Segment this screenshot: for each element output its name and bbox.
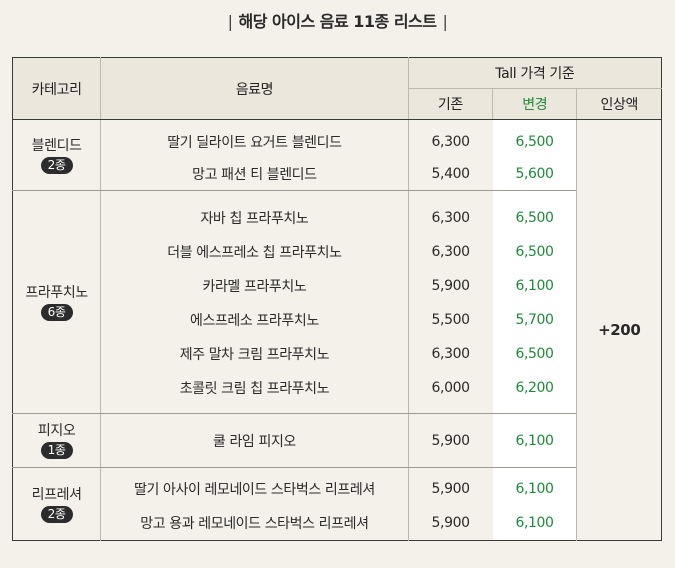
price-new: 5,600 (492, 158, 577, 191)
category-label: 블렌디드 (31, 137, 82, 154)
drink-name: 딸기 딜라이트 요거트 블렌디드 (100, 119, 409, 158)
price-base: 5,900 (431, 515, 470, 531)
table-row: 카라멜 프라푸치노 5,900 6,100 (13, 269, 662, 303)
category-cell: 프라푸치노 6종 (12, 190, 102, 414)
title-text: 해당 아이스 음료 11종 리스트 (238, 12, 437, 31)
price-new: 6,500 (492, 119, 577, 158)
price-table: 카테고리 음료명 Tall 가격 기준 기존 변경 인상액 블렌디드 2종 딸기… (12, 57, 662, 541)
drink-name: 딸기 아사이 레모네이드 스타벅스 리프레셔 (100, 467, 409, 506)
drink-name: 제주 말차 크림 프라푸치노 (100, 337, 409, 371)
price-base: 6,300 (431, 346, 470, 362)
count-badge: 1종 (40, 442, 73, 459)
price-base: 5,900 (408, 413, 493, 468)
price-new: 6,100 (492, 269, 577, 303)
drink-name: 카라멜 프라푸치노 (100, 269, 409, 303)
price-base: 6,300 (431, 210, 470, 226)
table-row: 에스프레소 프라푸치노 5,500 5,700 (13, 303, 662, 337)
price-new: 5,700 (492, 303, 577, 337)
price-base: 6,300 (431, 244, 470, 260)
price-new: 6,100 (492, 506, 577, 541)
category-label: 프라푸치노 (25, 284, 88, 301)
price-base: 6,300 (431, 134, 470, 150)
count-badge: 6종 (40, 303, 73, 321)
price-base: 5,400 (408, 158, 493, 191)
category-cell: 피지오 1종 (12, 413, 102, 468)
category-cell: 리프레셔 2종 (12, 467, 102, 541)
table-row: 블렌디드 2종 딸기 딜라이트 요거트 블렌디드 6,300 6,500 +20… (12, 119, 662, 541)
title-divider-left: | (227, 12, 233, 31)
header-base: 기존 (408, 88, 494, 120)
count-badge: 2종 (40, 505, 73, 523)
drink-name: 더블 에스프레소 칩 프라푸치노 (100, 235, 409, 269)
category-cell: 블렌디드 2종 (12, 119, 102, 191)
price-new: 6,100 (492, 467, 577, 506)
table-row: 망고 용과 레모네이드 스타벅스 리프레셔 5,900 6,100 (13, 506, 662, 541)
header-name: 음료명 (100, 57, 409, 120)
table-header: 카테고리 음료명 Tall 가격 기준 기존 변경 인상액 (12, 57, 662, 120)
price-new: 6,200 (492, 371, 577, 414)
header-category: 카테고리 (12, 57, 102, 120)
table-row: 더블 에스프레소 칩 프라푸치노 6,300 6,500 (13, 235, 662, 269)
price-base: 6,000 (408, 371, 493, 414)
header-price-group: Tall 가격 기준 (408, 57, 662, 89)
drink-name: 에스프레소 프라푸치노 (100, 303, 409, 337)
header-increase: 인상액 (576, 88, 662, 120)
price-new: 6,500 (492, 337, 577, 371)
drink-name: 망고 용과 레모네이드 스타벅스 리프레셔 (100, 506, 409, 541)
table-row: 피지오 1종 쿨 라임 피지오 5,900 6,100 (12, 413, 662, 468)
drink-name: 초콜릿 크림 칩 프라푸치노 (100, 371, 409, 414)
drink-name: 자바 칩 프라푸치노 (100, 190, 409, 235)
drink-name: 망고 패션 티 블렌디드 (100, 158, 409, 191)
table-row: 초콜릿 크림 칩 프라푸치노 6,000 6,200 (13, 371, 662, 414)
table-row: 망고 패션 티 블렌디드 5,400 5,600 (13, 158, 662, 191)
price-base: 5,900 (431, 278, 470, 294)
price-base: 5,500 (431, 312, 470, 328)
price-new: 6,500 (492, 190, 577, 235)
title-divider-right: | (442, 12, 448, 31)
drink-name: 쿨 라임 피지오 (100, 413, 409, 468)
count-badge: 2종 (40, 156, 73, 174)
category-label: 피지오 (37, 423, 76, 439)
category-label: 리프레셔 (31, 486, 82, 503)
table-row: 리프레셔 2종 딸기 아사이 레모네이드 스타벅스 리프레셔 5,900 6,1… (12, 467, 662, 541)
price-new: 6,500 (492, 235, 577, 269)
increase-amount: +200 (576, 119, 662, 541)
price-new: 6,100 (492, 413, 577, 468)
page-title: | 해당 아이스 음료 11종 리스트 | (0, 8, 675, 32)
price-base: 5,900 (431, 481, 470, 497)
table-body: 블렌디드 2종 딸기 딜라이트 요거트 블렌디드 6,300 6,500 +20… (12, 119, 662, 541)
table-row: 프라푸치노 6종 자바 칩 프라푸치노 6,300 6,500 (12, 190, 662, 414)
table-row: 제주 말차 크림 프라푸치노 6,300 6,500 (13, 337, 662, 371)
header-new: 변경 (492, 88, 577, 120)
